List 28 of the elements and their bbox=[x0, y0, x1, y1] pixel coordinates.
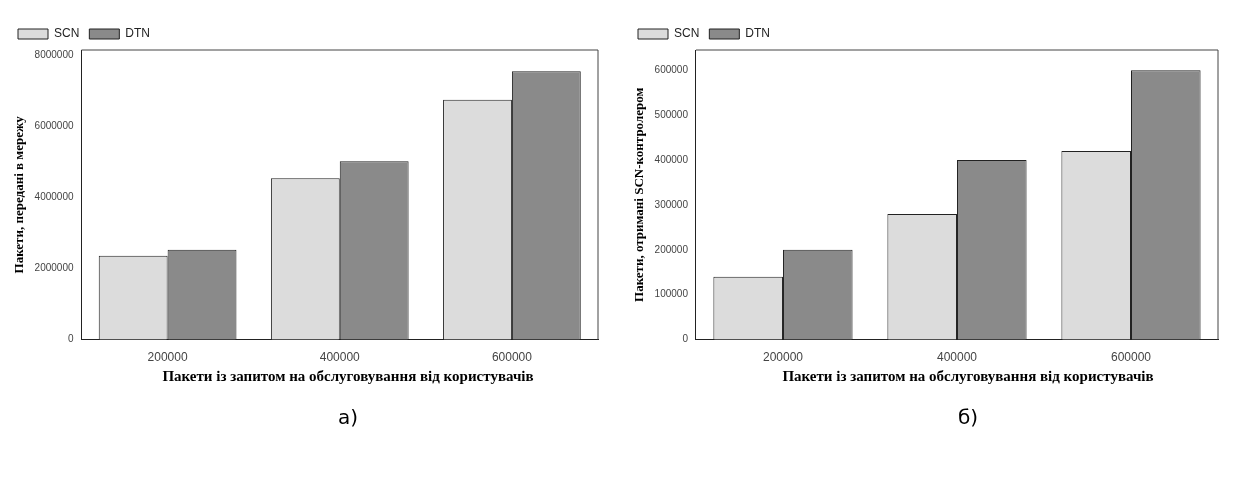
y-axis-title: Пакети, передані в мережу bbox=[11, 115, 27, 274]
y-tick-label: 0 bbox=[67, 333, 74, 345]
legend-label: SCN bbox=[54, 26, 80, 41]
y-tick-label: 500000 bbox=[654, 108, 689, 120]
y-axis-title: Пакети, отримані SCN-контролером bbox=[631, 87, 647, 302]
y-tick-label: 100000 bbox=[654, 288, 689, 300]
x-tick-label: 400000 bbox=[936, 350, 978, 365]
y-tick-label: 8000000 bbox=[34, 49, 74, 61]
legend-label: DTN bbox=[745, 26, 771, 41]
text: б) bbox=[957, 405, 979, 429]
legend-label: DTN bbox=[125, 26, 151, 41]
legend-label: SCN bbox=[674, 26, 700, 41]
x-tick-label: 400000 bbox=[319, 350, 361, 365]
y-tick-label: 2000000 bbox=[34, 262, 74, 274]
y-tick-label: 300000 bbox=[654, 198, 689, 210]
y-tick-label: 4000000 bbox=[34, 191, 74, 203]
x-tick-label: 200000 bbox=[762, 350, 804, 365]
y-tick-label: 6000000 bbox=[34, 120, 74, 132]
x-tick-label: 200000 bbox=[147, 350, 188, 365]
x-axis-title: Пакети із запитом на обслуговування від користувачів bbox=[781, 368, 1155, 385]
text: а) bbox=[337, 405, 359, 429]
y-tick-label: 600000 bbox=[654, 63, 689, 75]
x-tick-label: 600000 bbox=[491, 350, 533, 365]
x-axis-title: Пакети із запитом на обслуговування від користувачів bbox=[161, 368, 535, 385]
y-tick-label: 0 bbox=[682, 333, 689, 345]
y-tick-label: 200000 bbox=[654, 243, 689, 255]
y-tick-label: 400000 bbox=[654, 153, 689, 165]
x-tick-label: 600000 bbox=[1110, 350, 1152, 365]
